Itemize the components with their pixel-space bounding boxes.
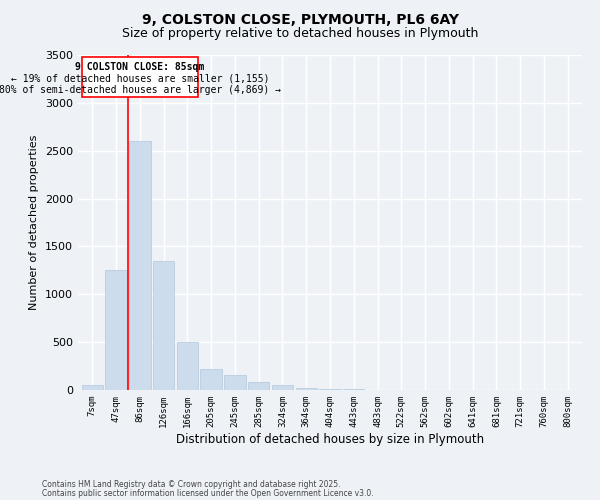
X-axis label: Distribution of detached houses by size in Plymouth: Distribution of detached houses by size … <box>176 432 484 446</box>
Bar <box>224 374 245 390</box>
Bar <box>319 389 341 390</box>
Bar <box>106 270 127 390</box>
Text: 80% of semi-detached houses are larger (4,869) →: 80% of semi-detached houses are larger (… <box>0 84 281 94</box>
Text: Contains public sector information licensed under the Open Government Licence v3: Contains public sector information licen… <box>42 489 374 498</box>
Text: Contains HM Land Registry data © Crown copyright and database right 2025.: Contains HM Land Registry data © Crown c… <box>42 480 341 489</box>
Bar <box>82 57 198 96</box>
Text: 9 COLSTON CLOSE: 85sqm: 9 COLSTON CLOSE: 85sqm <box>75 62 205 72</box>
Text: 9, COLSTON CLOSE, PLYMOUTH, PL6 6AY: 9, COLSTON CLOSE, PLYMOUTH, PL6 6AY <box>142 12 458 26</box>
Bar <box>343 389 364 390</box>
Bar <box>248 382 269 390</box>
Bar <box>272 385 293 390</box>
Bar <box>296 388 317 390</box>
Bar <box>200 369 222 390</box>
Bar <box>129 141 151 390</box>
Y-axis label: Number of detached properties: Number of detached properties <box>29 135 40 310</box>
Bar <box>153 261 174 390</box>
Bar <box>176 342 198 390</box>
Bar <box>82 384 103 390</box>
Text: Size of property relative to detached houses in Plymouth: Size of property relative to detached ho… <box>122 28 478 40</box>
Text: ← 19% of detached houses are smaller (1,155): ← 19% of detached houses are smaller (1,… <box>11 74 269 84</box>
